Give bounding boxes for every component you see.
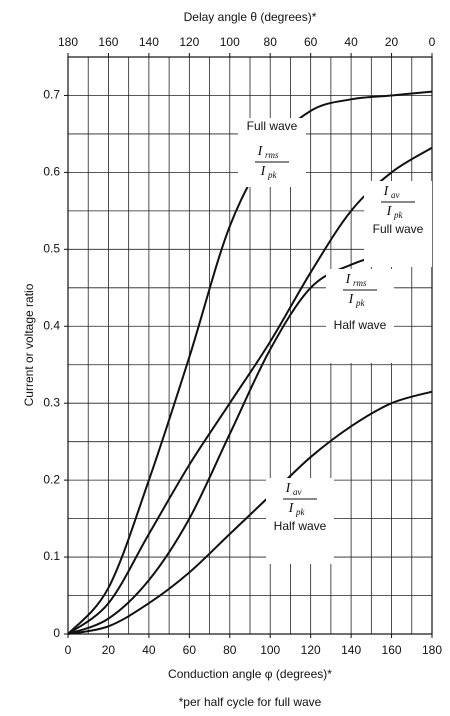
label-bg bbox=[364, 181, 432, 267]
x2-tick-label: 40 bbox=[344, 35, 358, 49]
plot-frame bbox=[67, 56, 433, 635]
y-tick-label: 0.1 bbox=[43, 549, 60, 563]
x-tick-label: 20 bbox=[102, 643, 116, 657]
numerator: I bbox=[345, 272, 352, 287]
x2-tick-label: 140 bbox=[139, 35, 159, 49]
numerator: I bbox=[257, 144, 264, 159]
x-tick-label: 100 bbox=[260, 643, 280, 657]
x-tick-label: 80 bbox=[223, 643, 237, 657]
label-bg bbox=[238, 118, 306, 187]
y-tick-label: 0.4 bbox=[43, 318, 60, 332]
denominator-sub: pk bbox=[267, 170, 278, 180]
denominator: I bbox=[348, 292, 355, 307]
x-tick-label: 60 bbox=[183, 643, 197, 657]
denominator-sub: pk bbox=[393, 210, 404, 220]
denominator: I bbox=[288, 501, 295, 516]
x-tick-label: 0 bbox=[65, 643, 72, 657]
x2-tick-label: 80 bbox=[264, 35, 278, 49]
denominator-sub: pk bbox=[295, 507, 306, 517]
numerator: I bbox=[383, 184, 390, 199]
label-bg bbox=[266, 478, 334, 564]
x-tick-label: 40 bbox=[142, 643, 156, 657]
numerator-sub: rms bbox=[353, 278, 367, 288]
x2-tick-label: 120 bbox=[179, 35, 199, 49]
x-axis-label: Conduction angle φ (degrees)* bbox=[168, 667, 332, 681]
series-line bbox=[67, 90, 433, 635]
y-tick-label: 0.2 bbox=[43, 472, 60, 486]
y-tick-label: 0.3 bbox=[43, 395, 60, 409]
x-tick-label: 180 bbox=[422, 643, 442, 657]
numerator: I bbox=[285, 481, 292, 496]
series-line bbox=[67, 390, 433, 635]
x2-tick-label: 20 bbox=[385, 35, 399, 49]
x2-tick-label: 60 bbox=[304, 35, 318, 49]
numerator-sub: av bbox=[293, 487, 302, 497]
denominator: I bbox=[260, 164, 267, 179]
y-tick-label: 0.6 bbox=[43, 165, 60, 179]
series-name: Full wave bbox=[373, 222, 424, 236]
numerator-sub: rms bbox=[265, 150, 279, 160]
x2-tick-label: 160 bbox=[98, 35, 118, 49]
series-name: Full wave bbox=[247, 119, 298, 133]
top-axis-label: Delay angle θ (degrees)* bbox=[184, 10, 317, 24]
x-tick-label: 160 bbox=[382, 643, 402, 657]
x2-tick-label: 180 bbox=[58, 35, 78, 49]
numerator-sub: av bbox=[391, 190, 400, 200]
x2-tick-label: 0 bbox=[429, 35, 436, 49]
x-tick-label: 120 bbox=[301, 643, 321, 657]
series-name: Half wave bbox=[274, 519, 327, 533]
footnote: *per half cycle for full wave bbox=[179, 695, 322, 709]
denominator-sub: pk bbox=[355, 298, 366, 308]
y-tick-label: 0.5 bbox=[43, 242, 60, 256]
x-tick-label: 140 bbox=[341, 643, 361, 657]
series-name: Half wave bbox=[334, 318, 387, 332]
label-bg bbox=[326, 269, 394, 363]
y-tick-label: 0 bbox=[53, 626, 60, 640]
y-tick-label: 0.7 bbox=[43, 88, 60, 102]
denominator: I bbox=[386, 204, 393, 219]
y-axis-label: Current or voltage ratio bbox=[22, 283, 36, 406]
x2-tick-label: 100 bbox=[220, 35, 240, 49]
